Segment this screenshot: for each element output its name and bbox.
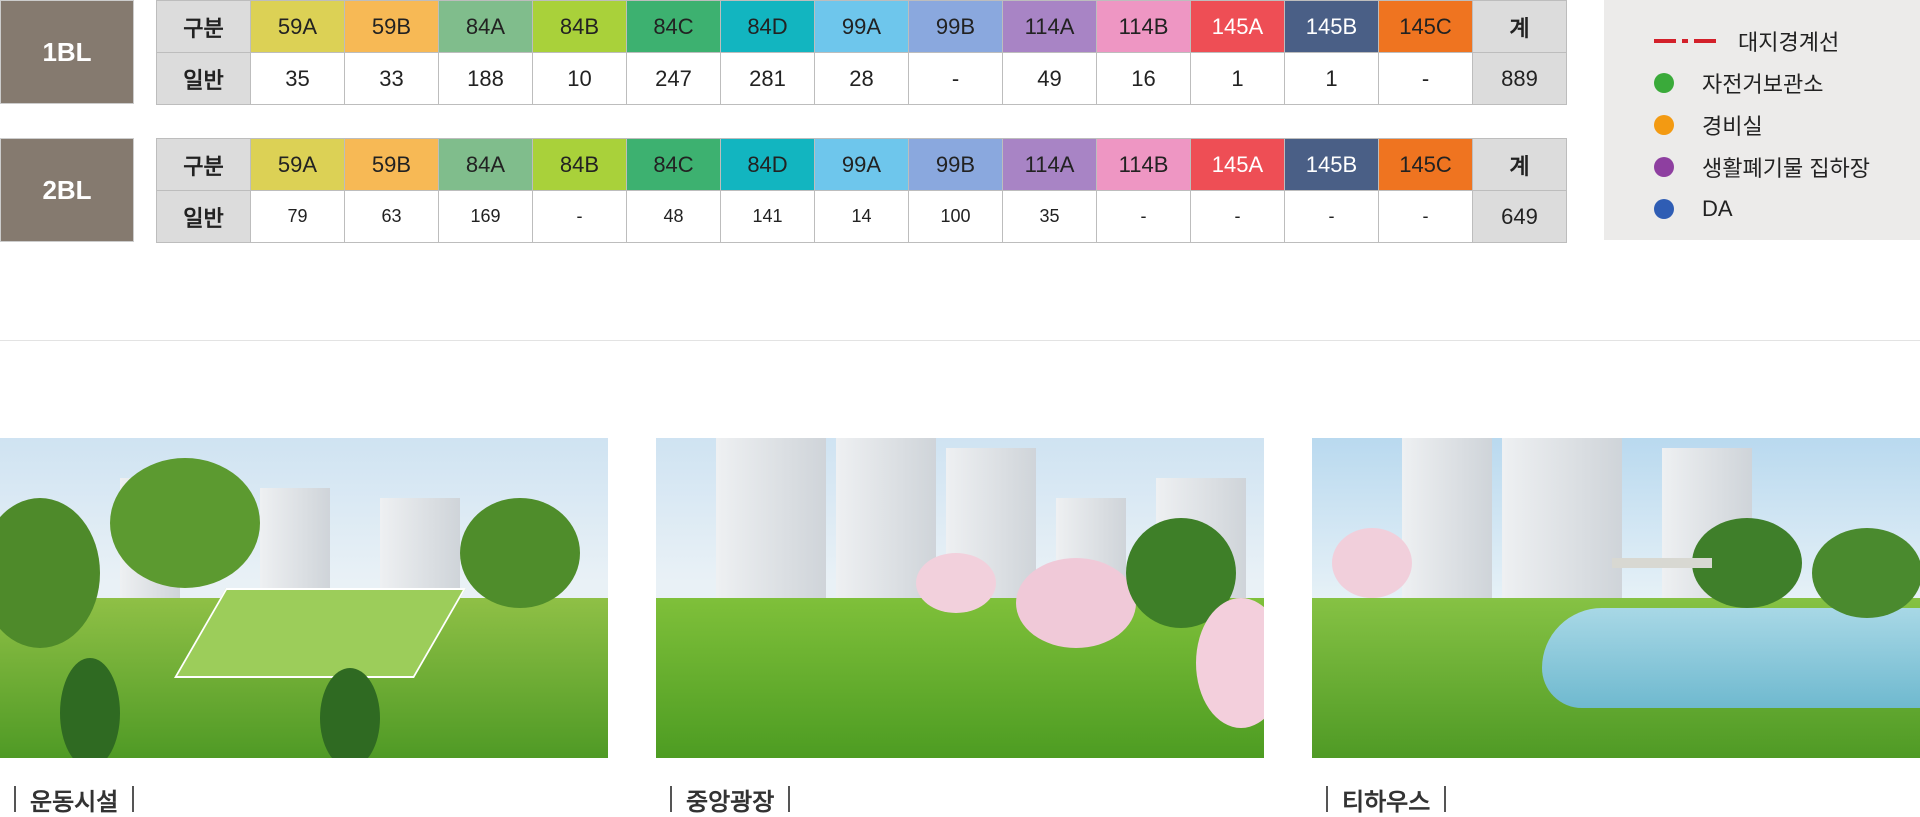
legend-dot-icon	[1654, 115, 1674, 135]
boundary-line-icon	[1654, 39, 1716, 43]
type-cell: 114A	[1002, 0, 1097, 53]
legend-label: 대지경계선	[1738, 30, 1840, 55]
value-cell: 281	[720, 52, 815, 105]
block-badge: 2BL	[0, 138, 134, 242]
type-cell: 145B	[1284, 0, 1379, 53]
type-cell: 145A	[1190, 0, 1285, 53]
value-cell: 79	[250, 190, 345, 243]
caption-tea-house: 티하우스	[1312, 784, 1460, 816]
legend-dot-icon	[1654, 157, 1674, 177]
value-cell: 49	[1002, 52, 1097, 105]
type-cell: 114B	[1096, 0, 1191, 53]
photo-tea-house	[1312, 438, 1920, 758]
type-cell: 145C	[1378, 0, 1473, 53]
total-value: 889	[1472, 52, 1567, 105]
value-cell: -	[1096, 190, 1191, 243]
type-cell: 99A	[814, 0, 909, 53]
type-cell: 99B	[908, 138, 1003, 191]
total-value: 649	[1472, 190, 1567, 243]
value-cell: 1	[1284, 52, 1379, 105]
value-cell: 28	[814, 52, 909, 105]
type-cell: 84D	[720, 0, 815, 53]
type-cell: 84B	[532, 138, 627, 191]
caption-text: 중앙광장	[686, 788, 775, 816]
value-cell: 10	[532, 52, 627, 105]
value-cell: 35	[1002, 190, 1097, 243]
value-cell: -	[908, 52, 1003, 105]
row-label: 일반	[156, 52, 251, 105]
value-cell: -	[532, 190, 627, 243]
legend-item: 생활폐기물 집하장	[1654, 146, 1920, 188]
type-cell: 99B	[908, 0, 1003, 53]
header-label: 구분	[156, 138, 251, 191]
type-cell: 59B	[344, 138, 439, 191]
value-row: 일반 35 33 188 10 247 281 28-49 16 1 1-889	[156, 52, 1567, 105]
value-cell: -	[1378, 52, 1473, 105]
legend-item: 경비실	[1654, 104, 1920, 146]
value-cell: 169	[438, 190, 533, 243]
value-row: 일반 79 63 169-48 141 14 100 35- - - -649	[156, 190, 1567, 243]
type-cell: 114A	[1002, 138, 1097, 191]
photo-sports-facility	[0, 438, 608, 758]
type-cell: 84C	[626, 0, 721, 53]
legend-dot-icon	[1654, 199, 1674, 219]
value-cell: 100	[908, 190, 1003, 243]
caption-sports-facility: 운동시설	[0, 784, 148, 816]
caption-text: 티하우스	[1342, 788, 1431, 816]
value-cell: 35	[250, 52, 345, 105]
header-label: 구분	[156, 0, 251, 53]
value-cell: 16	[1096, 52, 1191, 105]
legend-item: 자전거보관소	[1654, 62, 1920, 104]
photo-central-plaza	[656, 438, 1264, 758]
type-cell: 145C	[1378, 138, 1473, 191]
value-cell: 141	[720, 190, 815, 243]
type-cell: 99A	[814, 138, 909, 191]
total-header: 계	[1472, 138, 1567, 191]
type-cell: 59B	[344, 0, 439, 53]
value-cell: 33	[344, 52, 439, 105]
type-cell: 84A	[438, 0, 533, 53]
type-cell: 59A	[250, 138, 345, 191]
unit-table: 구분 59A 59B 84A 84B 84C 84D 99A 99B 114A 114B 145A 14…	[156, 138, 1567, 243]
block-badge: 1BL	[0, 0, 134, 104]
legend-label: 경비실	[1702, 114, 1763, 139]
unit-table: 구분 59A 59B 84A 84B 84C 84D 99A 99B 114A 114B 145A 14…	[156, 0, 1567, 105]
legend-label: 자전거보관소	[1702, 72, 1824, 97]
legend-item: DA	[1654, 188, 1920, 230]
value-cell: -	[1284, 190, 1379, 243]
divider	[0, 340, 1920, 341]
type-cell: 145A	[1190, 138, 1285, 191]
row-label: 일반	[156, 190, 251, 243]
type-cell: 84D	[720, 138, 815, 191]
value-cell: 247	[626, 52, 721, 105]
type-cell: 84A	[438, 138, 533, 191]
legend-label: DA	[1702, 196, 1733, 221]
caption-text: 운동시설	[30, 788, 119, 816]
caption-central-plaza: 중앙광장	[656, 784, 804, 816]
type-row: 구분 59A 59B 84A 84B 84C 84D 99A 99B 114A 114B 145A 14…	[156, 0, 1567, 53]
value-cell: -	[1190, 190, 1285, 243]
legend-item: 대지경계선	[1654, 20, 1920, 62]
type-cell: 84B	[532, 0, 627, 53]
value-cell: 188	[438, 52, 533, 105]
type-cell: 145B	[1284, 138, 1379, 191]
legend-dot-icon	[1654, 73, 1674, 93]
total-header: 계	[1472, 0, 1567, 53]
legend-label: 생활폐기물 집하장	[1702, 156, 1871, 181]
type-row: 구분 59A 59B 84A 84B 84C 84D 99A 99B 114A 114B 145A 14…	[156, 138, 1567, 191]
value-cell: 48	[626, 190, 721, 243]
type-cell: 84C	[626, 138, 721, 191]
value-cell: 63	[344, 190, 439, 243]
value-cell: 1	[1190, 52, 1285, 105]
value-cell: 14	[814, 190, 909, 243]
type-cell: 59A	[250, 0, 345, 53]
type-cell: 114B	[1096, 138, 1191, 191]
value-cell: -	[1378, 190, 1473, 243]
